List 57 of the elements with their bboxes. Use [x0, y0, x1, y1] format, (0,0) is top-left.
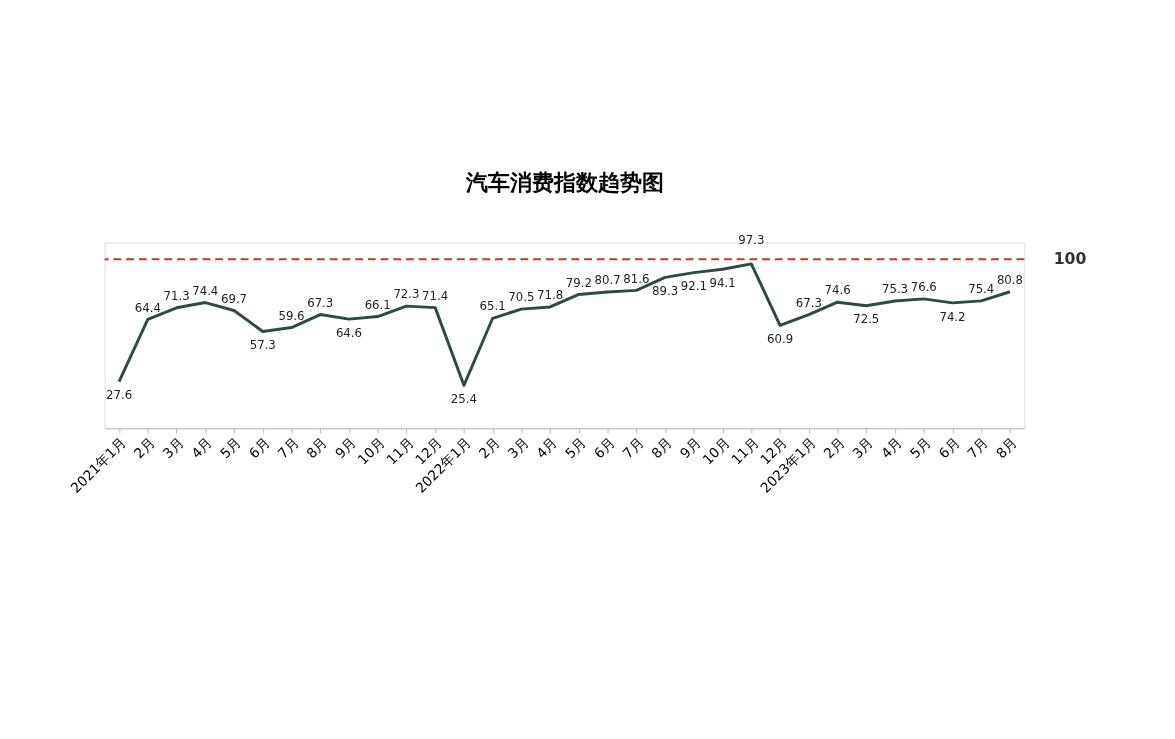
data-label: 25.4: [450, 391, 477, 406]
x-tick-label: 7月: [619, 434, 647, 462]
chart-title: 汽车消费指数趋势图: [464, 170, 664, 196]
x-tick-label: 2月: [130, 434, 159, 462]
data-label: 59.6: [278, 308, 305, 323]
x-tick-label: 3月: [849, 434, 877, 462]
x-tick-label: 8月: [992, 434, 1021, 462]
data-label: 80.7: [594, 273, 621, 288]
data-label: 27.6: [105, 388, 133, 403]
data-label: 57.3: [249, 338, 276, 353]
data-label: 64.4: [134, 300, 161, 315]
x-tick-label: 3月: [159, 434, 187, 462]
x-tick-label: 6月: [245, 434, 273, 462]
data-label: 74.2: [939, 309, 966, 324]
data-label: 70.5: [508, 290, 535, 305]
data-label: 72.5: [853, 312, 880, 327]
data-label: 97.3: [738, 233, 765, 248]
data-label: 74.6: [824, 283, 851, 298]
data-label: 67.3: [307, 295, 334, 310]
x-tick-label: 7月: [274, 434, 302, 462]
data-label: 75.4: [968, 282, 995, 297]
data-label: 71.4: [422, 288, 449, 303]
x-tick-label: 8月: [303, 434, 331, 462]
x-tick-label: 4月: [877, 434, 906, 462]
x-tick-label: 5月: [906, 434, 934, 462]
ref-line-label: 100: [1053, 249, 1087, 269]
data-label: 89.3: [652, 283, 679, 298]
x-tick-label: 5月: [561, 434, 590, 462]
x-tick-label: 6月: [590, 434, 618, 462]
x-tick-label: 10月: [354, 434, 388, 468]
data-label: 94.1: [709, 275, 736, 290]
x-tick-label: 3月: [504, 434, 532, 462]
x-tick-label: 8月: [647, 434, 676, 462]
data-label: 72.3: [393, 287, 420, 302]
data-label: 60.9: [766, 331, 794, 346]
data-label: 71.3: [163, 288, 190, 303]
x-tick-label: 2月: [820, 434, 848, 462]
x-tick-label: 5月: [216, 434, 245, 462]
data-label: 74.4: [192, 283, 219, 298]
data-label: 92.1: [680, 279, 707, 294]
data-label: 71.8: [537, 288, 564, 303]
x-tick-label: 6月: [935, 434, 963, 462]
data-label: 79.2: [565, 275, 592, 290]
x-tick-label: 4月: [532, 434, 561, 462]
data-label: 69.7: [220, 291, 248, 306]
data-label: 66.1: [364, 297, 391, 312]
data-label: 65.1: [479, 299, 506, 314]
data-label: 67.3: [795, 295, 822, 310]
data-label: 75.3: [881, 282, 909, 297]
data-label: 64.6: [335, 325, 363, 340]
x-tick-label: 2月: [475, 434, 503, 462]
x-tick-label: 7月: [964, 434, 992, 462]
data-label: 76.6: [910, 280, 937, 295]
x-tick-label: 4月: [188, 434, 216, 462]
data-label: 80.8: [996, 272, 1024, 287]
data-label: 81.6: [623, 271, 650, 286]
x-tick-label: 10月: [699, 434, 733, 468]
